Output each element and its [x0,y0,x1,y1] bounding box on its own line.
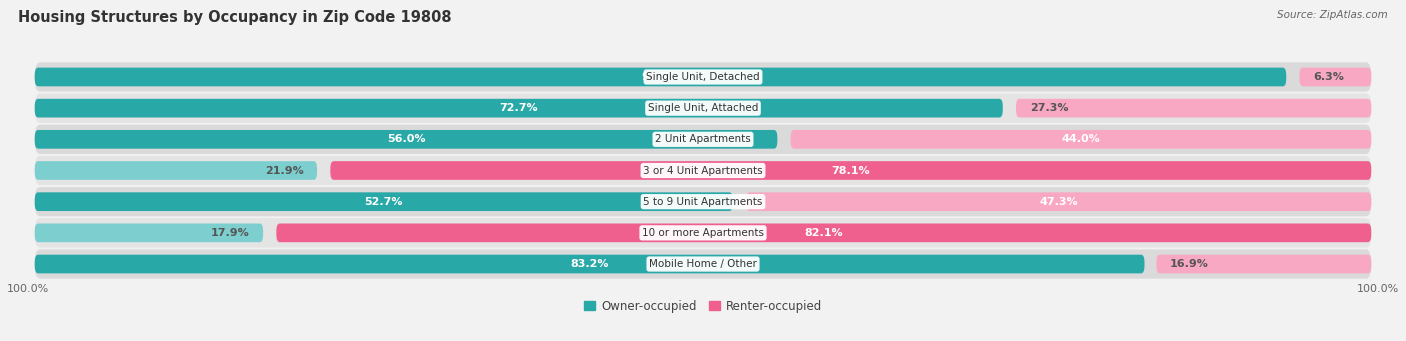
Text: Mobile Home / Other: Mobile Home / Other [650,259,756,269]
FancyBboxPatch shape [35,99,1002,118]
Text: Source: ZipAtlas.com: Source: ZipAtlas.com [1277,10,1388,20]
FancyBboxPatch shape [35,161,318,180]
Text: 47.3%: 47.3% [1039,197,1078,207]
FancyBboxPatch shape [35,62,1371,92]
FancyBboxPatch shape [35,223,263,242]
FancyBboxPatch shape [35,156,1371,185]
Legend: Owner-occupied, Renter-occupied: Owner-occupied, Renter-occupied [583,300,823,313]
Text: 72.7%: 72.7% [499,103,538,113]
Text: 16.9%: 16.9% [1170,259,1209,269]
Text: 6.3%: 6.3% [1313,72,1344,82]
FancyBboxPatch shape [747,192,1371,211]
FancyBboxPatch shape [35,218,1371,248]
Text: 17.9%: 17.9% [211,228,249,238]
FancyBboxPatch shape [277,223,1371,242]
FancyBboxPatch shape [1299,68,1371,86]
Text: 5 to 9 Unit Apartments: 5 to 9 Unit Apartments [644,197,762,207]
Text: 56.0%: 56.0% [387,134,425,144]
FancyBboxPatch shape [35,93,1371,123]
Text: Single Unit, Detached: Single Unit, Detached [647,72,759,82]
Text: Housing Structures by Occupancy in Zip Code 19808: Housing Structures by Occupancy in Zip C… [18,10,451,25]
Text: 2 Unit Apartments: 2 Unit Apartments [655,134,751,144]
FancyBboxPatch shape [330,161,1371,180]
FancyBboxPatch shape [35,130,778,149]
Text: 78.1%: 78.1% [831,165,870,176]
Text: 10 or more Apartments: 10 or more Apartments [643,228,763,238]
FancyBboxPatch shape [35,255,1144,273]
FancyBboxPatch shape [790,130,1371,149]
Text: 83.2%: 83.2% [571,259,609,269]
Text: 52.7%: 52.7% [364,197,404,207]
Text: 3 or 4 Unit Apartments: 3 or 4 Unit Apartments [643,165,763,176]
FancyBboxPatch shape [35,249,1371,279]
Text: 21.9%: 21.9% [264,165,304,176]
Text: 27.3%: 27.3% [1029,103,1069,113]
FancyBboxPatch shape [35,68,1286,86]
FancyBboxPatch shape [35,125,1371,154]
FancyBboxPatch shape [35,192,733,211]
Text: 82.1%: 82.1% [804,228,844,238]
Text: 93.7%: 93.7% [641,72,679,82]
Text: Single Unit, Attached: Single Unit, Attached [648,103,758,113]
FancyBboxPatch shape [1017,99,1371,118]
FancyBboxPatch shape [1156,255,1371,273]
FancyBboxPatch shape [35,187,1371,216]
Text: 44.0%: 44.0% [1062,134,1101,144]
